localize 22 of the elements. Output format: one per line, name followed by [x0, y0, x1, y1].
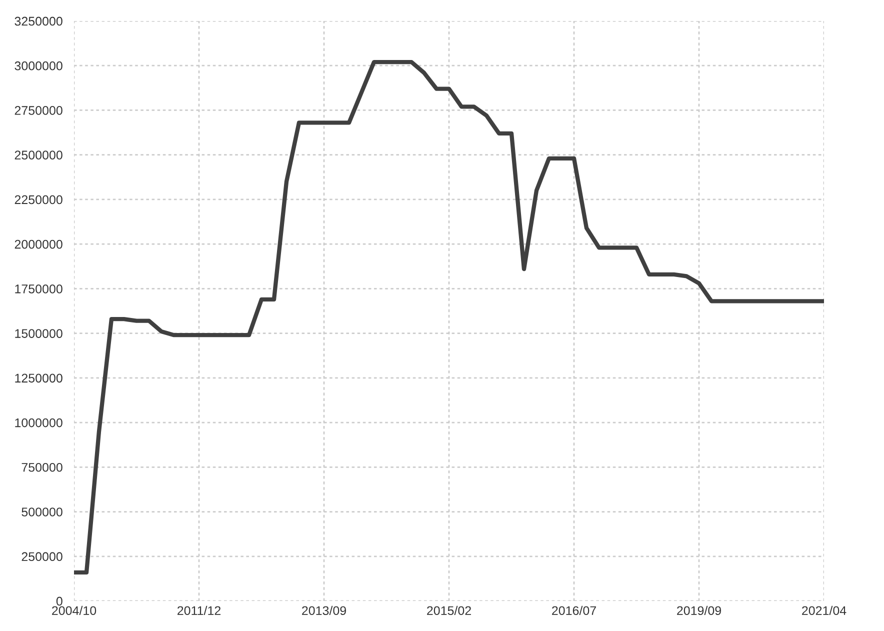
y-tick-label: 2000000 [14, 240, 62, 249]
y-tick-label: 1500000 [15, 329, 62, 338]
x-tick-label: 2011/12 [178, 606, 221, 616]
y-tick-label: 750000 [22, 462, 62, 472]
x-tick-label: 2016/07 [552, 606, 596, 616]
y-tick-label: 1000000 [15, 418, 62, 428]
y-tick-label: 3250000 [14, 16, 62, 26]
y-tick-label: 1250000 [15, 374, 62, 383]
y-tick-label: 3000000 [14, 61, 62, 70]
y-tick-label: 2250000 [14, 195, 62, 204]
y-tick-label: 2750000 [14, 106, 62, 115]
x-tick-label: 2019/09 [677, 606, 721, 616]
x-tick-label: 2004/10 [52, 606, 96, 616]
line-series [74, 60, 824, 575]
x-tick-label: 2013/09 [302, 606, 346, 616]
y-tick-label: 0 [56, 596, 62, 606]
y-tick-label: 250000 [22, 552, 62, 562]
y-tick-label: 1750000 [15, 284, 62, 294]
x-tick-label: 2021/04 [802, 606, 846, 616]
y-tick-label: 2500000 [14, 150, 62, 160]
y-tick-label: 500000 [22, 508, 62, 516]
x-tick-label: 2015/02 [427, 606, 471, 616]
